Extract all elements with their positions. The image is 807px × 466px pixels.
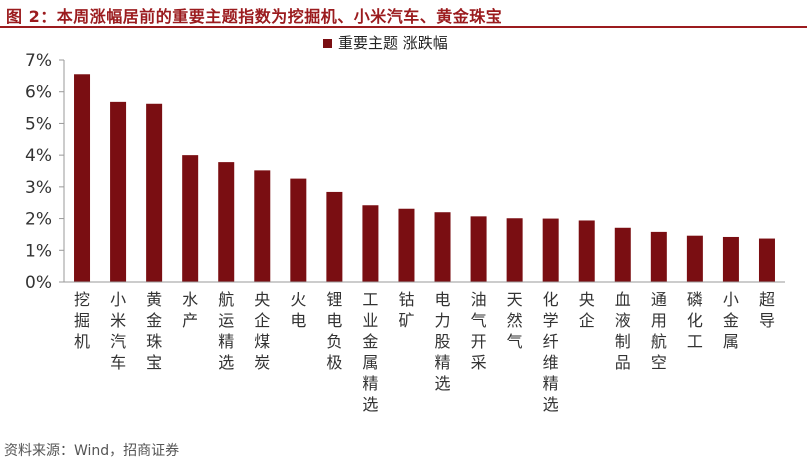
- x-tick-label: 小金属: [723, 290, 739, 351]
- bar: [218, 162, 235, 282]
- bar: [290, 178, 307, 282]
- y-tick-label: 2%: [25, 210, 52, 230]
- x-tick-label: 血液制品: [615, 290, 631, 372]
- bar: [326, 191, 343, 282]
- y-tick-label: 3%: [25, 178, 52, 198]
- x-tick-label: 电力股精选: [435, 290, 451, 393]
- source-note: 资料来源：Wind，招商证券: [4, 443, 180, 459]
- x-tick-label: 锂电负极: [326, 290, 342, 372]
- x-tick-label: 火电: [290, 290, 306, 330]
- bar: [146, 103, 163, 282]
- bar: [758, 238, 775, 282]
- bar: [506, 218, 523, 282]
- bars: [74, 74, 775, 283]
- x-axis-labels: 挖掘机 小米汽车 黄金珠宝 水产 航运精选 央企煤炭 火电 锂电负极 工业金属精选 钴矿 电力股精选…: [74, 290, 775, 414]
- x-tick-label: 通用航空: [651, 290, 667, 372]
- bar: [722, 236, 739, 282]
- title-divider: [0, 26, 807, 28]
- x-tick-label: 油气开采: [471, 290, 487, 372]
- y-axis: 0% 1% 2% 3% 4% 5% 6% 7%: [25, 51, 65, 293]
- y-tick-label: 6%: [25, 83, 52, 103]
- bar: [74, 74, 91, 283]
- bar: [398, 208, 415, 282]
- bar: [470, 216, 487, 282]
- figure-title: 图 2：本周涨幅居前的重要主题指数为挖掘机、小米汽车、黄金珠宝: [6, 7, 503, 26]
- bar: [686, 235, 703, 282]
- x-tick-label: 钴矿: [398, 290, 414, 330]
- y-tick-label: 4%: [25, 146, 52, 166]
- y-tick-label: 5%: [25, 114, 52, 134]
- legend-swatch: [323, 39, 332, 48]
- y-tick-label: 7%: [25, 51, 52, 71]
- bar: [578, 220, 595, 282]
- x-tick-label: 挖掘机: [74, 290, 90, 351]
- x-tick-label: 超导: [759, 290, 775, 330]
- x-tick-label: 央企: [579, 290, 595, 330]
- x-tick-label: 磷化工: [687, 290, 703, 351]
- x-tick-label: 天然气: [507, 290, 523, 351]
- bar: [182, 155, 199, 282]
- bar: [650, 231, 667, 282]
- chart-legend: 重要主题 涨跌幅: [323, 34, 448, 52]
- x-tick-label: 工业金属精选: [362, 290, 378, 414]
- bar: [362, 205, 379, 282]
- x-tick-label: 化学纤维精选: [543, 290, 559, 414]
- bar-chart: 重要主题 涨跌幅 0% 1% 2% 3% 4% 5% 6% 7% 挖掘机 小米汽车 黄金珠宝 水产航…: [25, 34, 785, 414]
- x-tick-label: 航运精选: [218, 290, 234, 372]
- bar: [542, 218, 559, 282]
- x-tick-label: 黄金珠宝: [146, 290, 162, 372]
- y-tick-label: 1%: [25, 241, 52, 261]
- bar: [254, 170, 271, 282]
- bar: [110, 101, 127, 282]
- x-tick-label: 小米汽车: [110, 290, 126, 372]
- y-tick-label: 0%: [25, 273, 52, 293]
- x-tick-label: 央企煤炭: [254, 290, 270, 372]
- bar: [434, 212, 451, 282]
- bar: [614, 227, 631, 282]
- legend-label: 重要主题 涨跌幅: [338, 34, 448, 52]
- x-tick-label: 水产: [182, 290, 198, 330]
